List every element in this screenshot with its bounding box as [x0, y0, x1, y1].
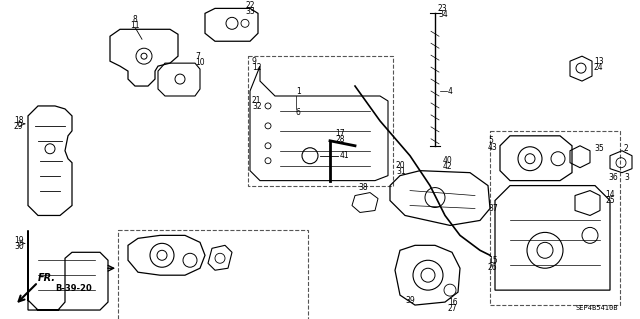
Text: 24: 24 — [594, 63, 604, 72]
Text: 3: 3 — [624, 173, 629, 182]
Text: 40: 40 — [443, 156, 452, 165]
Text: B-39-20: B-39-20 — [55, 284, 92, 293]
Text: 38: 38 — [358, 183, 367, 192]
Text: 22: 22 — [245, 1, 255, 10]
Text: 23: 23 — [438, 4, 447, 13]
Text: 12: 12 — [252, 63, 262, 72]
Text: 19: 19 — [14, 236, 24, 245]
Text: FR.: FR. — [38, 273, 56, 283]
Text: 31: 31 — [396, 167, 406, 176]
Text: 6: 6 — [296, 108, 301, 117]
Text: 34: 34 — [438, 10, 448, 19]
Text: 21: 21 — [252, 96, 262, 106]
Text: 26: 26 — [488, 263, 498, 272]
Text: 42: 42 — [443, 162, 452, 171]
Bar — [118, 230, 308, 319]
Text: 17: 17 — [335, 129, 344, 138]
Text: 30: 30 — [14, 242, 24, 251]
Text: 8: 8 — [132, 15, 138, 24]
Text: 7: 7 — [195, 52, 200, 61]
Text: 28: 28 — [335, 135, 344, 144]
Text: 16: 16 — [448, 298, 458, 307]
Text: 4: 4 — [448, 86, 453, 95]
Text: 15: 15 — [488, 256, 498, 265]
Bar — [248, 56, 393, 186]
Text: 11: 11 — [131, 21, 140, 30]
Text: 36: 36 — [608, 173, 618, 182]
Text: 29: 29 — [14, 122, 24, 131]
Text: SEP4B5410B: SEP4B5410B — [575, 305, 618, 311]
Text: 2: 2 — [624, 144, 628, 153]
Bar — [490, 131, 620, 305]
Text: 5: 5 — [488, 136, 493, 145]
Text: 37: 37 — [488, 204, 498, 213]
Text: 25: 25 — [605, 196, 614, 205]
Text: 18: 18 — [14, 116, 24, 125]
Text: 43: 43 — [488, 143, 498, 152]
Text: 14: 14 — [605, 190, 614, 199]
Text: 13: 13 — [594, 57, 604, 66]
Text: 10: 10 — [195, 58, 205, 67]
Text: 33: 33 — [245, 7, 255, 16]
Text: 20: 20 — [396, 161, 406, 170]
Text: 27: 27 — [448, 304, 458, 313]
Text: 41: 41 — [340, 151, 349, 160]
Text: 32: 32 — [252, 102, 262, 111]
Text: 9: 9 — [252, 57, 257, 66]
Text: 1: 1 — [296, 86, 301, 95]
Text: 35: 35 — [594, 144, 604, 153]
Text: 39: 39 — [405, 296, 415, 305]
